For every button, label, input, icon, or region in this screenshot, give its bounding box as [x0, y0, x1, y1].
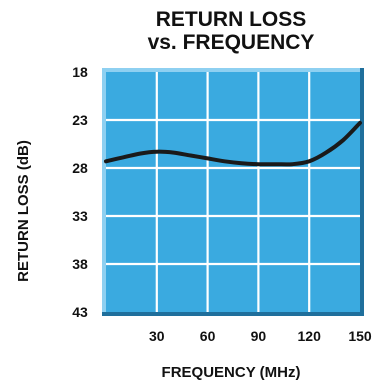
x-tick-label: 30: [149, 328, 165, 344]
x-axis-ticks: 30 60 90 120 150: [149, 328, 372, 344]
y-tick-label: 43: [72, 304, 88, 320]
grid-lines: [106, 72, 360, 312]
chart-title-line-1: RETURN LOSS: [156, 8, 307, 31]
y-axis-title: RETURN LOSS (dB): [15, 140, 32, 282]
y-tick-label: 38: [72, 256, 88, 272]
y-tick-label: 23: [72, 112, 88, 128]
y-tick-label: 33: [72, 208, 88, 224]
return-loss-curve: [104, 120, 362, 167]
x-tick-label: 60: [200, 328, 216, 344]
y-tick-label: 28: [72, 160, 88, 176]
plot-area: [106, 72, 360, 312]
x-tick-label: 150: [348, 328, 372, 344]
curve-layer: [104, 120, 362, 167]
y-axis-ticks: 18 23 28 33 38 43: [72, 64, 88, 320]
y-tick-label: 18: [72, 64, 88, 80]
x-tick-label: 120: [298, 328, 322, 344]
chart-title-line-2: vs. FREQUENCY: [148, 31, 315, 54]
plot-frame: [102, 68, 364, 316]
x-axis-title: FREQUENCY (MHz): [162, 364, 301, 381]
x-tick-label: 90: [251, 328, 267, 344]
